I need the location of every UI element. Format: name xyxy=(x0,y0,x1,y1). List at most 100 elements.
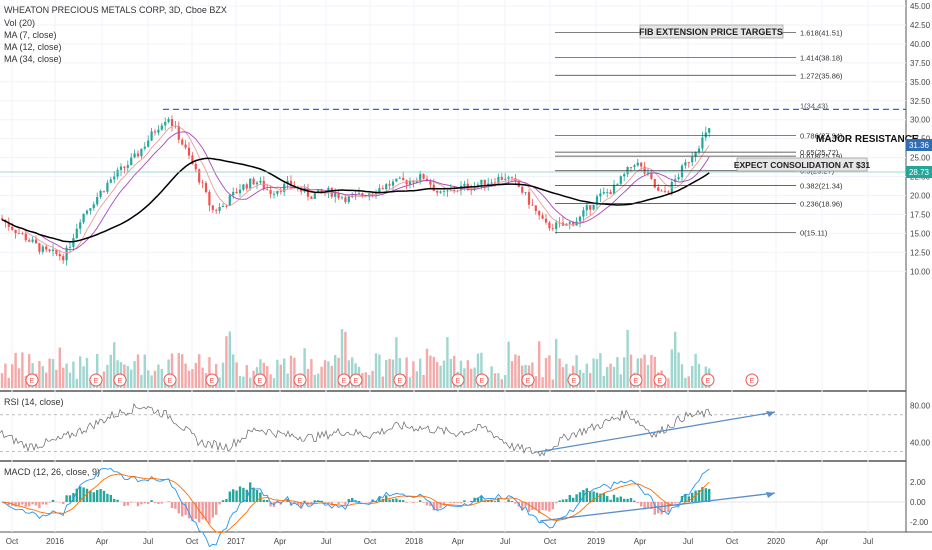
candle-body xyxy=(429,181,432,185)
candle-body xyxy=(463,183,466,186)
volume-bar xyxy=(385,360,388,388)
volume-bar xyxy=(351,357,354,388)
volume-bar xyxy=(514,354,517,388)
candle-body xyxy=(106,182,109,192)
macd-histogram-bar xyxy=(232,489,235,502)
macd-signal-line xyxy=(1,473,710,534)
volume-bar xyxy=(218,377,221,388)
candle-body xyxy=(228,195,231,206)
earnings-marker-text: E xyxy=(258,378,263,385)
earnings-marker-text: E xyxy=(354,378,359,385)
macd-histogram-bar xyxy=(269,502,272,507)
candle-body xyxy=(619,176,622,184)
volume-bar xyxy=(442,360,446,388)
macd-histogram-bar xyxy=(130,502,133,503)
earnings-marker xyxy=(629,373,643,387)
earnings-marker xyxy=(253,373,267,387)
candle-body xyxy=(391,181,395,186)
volume-bar xyxy=(157,364,160,388)
candle-body xyxy=(320,189,323,193)
time-tick-label: 2016 xyxy=(46,537,64,546)
rsi-label[interactable]: RSI (14, close) xyxy=(4,397,64,407)
candle-body xyxy=(347,196,350,203)
indicator-ma7[interactable]: MA (7, close) xyxy=(4,30,57,40)
volume-bar xyxy=(55,369,58,388)
volume-bar xyxy=(640,358,643,388)
volume-bar xyxy=(184,363,187,388)
volume-bar xyxy=(187,370,191,388)
candle-body xyxy=(252,178,255,185)
price-tick-label: 40.00 xyxy=(910,40,931,49)
ma7-line xyxy=(1,125,710,254)
candle-body xyxy=(385,184,388,190)
time-tick-label: Apr xyxy=(452,537,465,546)
indicator-vol[interactable]: Vol (20) xyxy=(4,18,35,28)
candle-body xyxy=(670,181,673,193)
volume-bar xyxy=(412,361,415,388)
macd-histogram-bar xyxy=(136,502,140,507)
ma34-line xyxy=(1,157,710,243)
moving-averages xyxy=(1,125,710,254)
candle-body xyxy=(677,177,680,180)
price-tick-label: 30.00 xyxy=(910,116,931,125)
macd-histogram-bar xyxy=(259,492,262,502)
macd-histogram-bar xyxy=(337,502,340,505)
candle-body xyxy=(697,148,701,153)
time-tick-label: Apr xyxy=(634,537,647,546)
candle-body xyxy=(133,153,136,158)
current-price-text: 28.73 xyxy=(909,168,930,177)
earnings-marker-text: E xyxy=(30,378,35,385)
macd-histogram-bar xyxy=(48,502,51,503)
macd-histogram-bar xyxy=(402,500,405,502)
macd-histogram-bar xyxy=(544,502,548,511)
volume-bar xyxy=(245,365,248,388)
candle-body xyxy=(572,222,575,226)
volume-bar xyxy=(653,356,656,388)
candle-body xyxy=(174,125,177,127)
candle-body xyxy=(184,144,187,148)
candle-body xyxy=(504,178,507,180)
candle-body xyxy=(687,162,690,163)
macd-histogram-bar xyxy=(643,502,646,510)
macd-histogram-bar xyxy=(432,502,435,511)
macd-histogram-bar xyxy=(99,489,102,502)
macd-histogram-bar xyxy=(354,500,357,502)
price-tick-label: 17.50 xyxy=(910,210,931,219)
fib-level-label: 0(15.11) xyxy=(800,229,828,238)
candle-body xyxy=(691,156,694,163)
candle-body xyxy=(126,165,129,168)
candle-body xyxy=(527,192,531,205)
volume-bar xyxy=(544,357,548,388)
macd-histogram-bar xyxy=(463,500,466,502)
volume-bar xyxy=(612,366,616,388)
indicator-ma34[interactable]: MA (34, close) xyxy=(4,54,62,64)
time-tick-label: Jul xyxy=(321,537,331,546)
volume-bar xyxy=(272,378,276,388)
candle-body xyxy=(521,186,524,193)
volume-bar xyxy=(330,365,333,388)
macd-histogram-bar xyxy=(531,502,534,510)
volume-bar xyxy=(276,359,279,388)
candle-body xyxy=(405,180,408,185)
macd-histogram-bar xyxy=(327,502,330,503)
macd-label[interactable]: MACD (12, 26, close, 9) xyxy=(4,467,100,477)
rsi-tick-label: 80.00 xyxy=(910,402,931,411)
volume-bar xyxy=(432,356,435,388)
price-tick-label: 20.00 xyxy=(910,192,931,201)
volume-bar xyxy=(592,358,595,388)
indicator-ma12[interactable]: MA (12, close) xyxy=(4,42,62,52)
candle-body xyxy=(21,233,24,234)
candle-body xyxy=(412,180,415,183)
macd-histogram-bar xyxy=(439,502,442,508)
time-tick-label: Oct xyxy=(6,537,19,546)
macd-histogram-bar xyxy=(255,490,259,502)
volume-bar xyxy=(364,372,367,388)
candle-body xyxy=(75,228,78,239)
macd-histogram-bar xyxy=(157,502,160,505)
candle-body xyxy=(490,182,493,184)
volume-bar xyxy=(79,356,82,388)
price-tick-label: 35.00 xyxy=(910,78,931,87)
macd-histogram-bar xyxy=(215,502,218,515)
